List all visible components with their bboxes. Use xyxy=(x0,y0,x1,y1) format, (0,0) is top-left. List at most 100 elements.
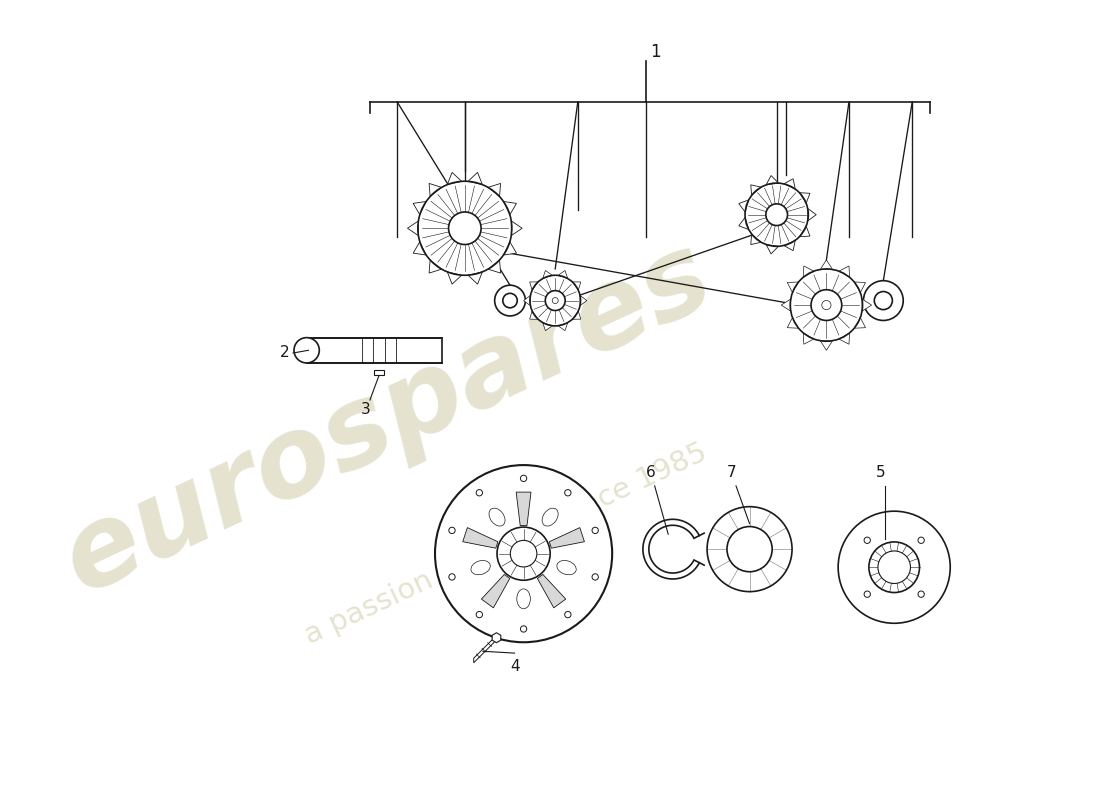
Polygon shape xyxy=(374,370,384,375)
Circle shape xyxy=(874,291,892,310)
Polygon shape xyxy=(800,226,810,237)
Ellipse shape xyxy=(471,561,491,574)
Circle shape xyxy=(449,212,481,245)
Polygon shape xyxy=(788,282,799,293)
Circle shape xyxy=(864,281,903,321)
Text: 1: 1 xyxy=(650,42,661,61)
Polygon shape xyxy=(448,272,462,284)
Circle shape xyxy=(564,611,571,618)
Circle shape xyxy=(838,511,950,623)
Polygon shape xyxy=(463,527,498,548)
Circle shape xyxy=(811,290,842,321)
Ellipse shape xyxy=(490,508,505,526)
Polygon shape xyxy=(504,242,517,255)
Polygon shape xyxy=(751,234,761,245)
Polygon shape xyxy=(781,299,791,311)
Circle shape xyxy=(869,542,920,593)
Polygon shape xyxy=(414,202,426,214)
Circle shape xyxy=(564,490,571,496)
Text: 4: 4 xyxy=(510,659,519,674)
Text: 5: 5 xyxy=(876,465,886,480)
Circle shape xyxy=(294,338,319,363)
Polygon shape xyxy=(482,574,509,608)
Circle shape xyxy=(434,465,613,642)
Text: 6: 6 xyxy=(646,465,656,480)
Circle shape xyxy=(790,269,862,342)
Polygon shape xyxy=(803,333,814,344)
Polygon shape xyxy=(542,322,552,330)
Polygon shape xyxy=(784,240,795,250)
Polygon shape xyxy=(492,633,500,642)
Polygon shape xyxy=(448,172,462,185)
Polygon shape xyxy=(524,295,530,306)
Circle shape xyxy=(530,275,581,326)
Circle shape xyxy=(745,183,808,246)
Circle shape xyxy=(707,506,792,592)
Circle shape xyxy=(520,626,527,632)
Circle shape xyxy=(865,591,870,598)
Ellipse shape xyxy=(557,561,576,574)
Polygon shape xyxy=(766,245,779,254)
Polygon shape xyxy=(549,527,584,548)
Circle shape xyxy=(495,286,526,316)
Circle shape xyxy=(546,290,565,310)
Polygon shape xyxy=(839,266,849,278)
Polygon shape xyxy=(572,311,581,319)
Polygon shape xyxy=(821,260,833,270)
Polygon shape xyxy=(488,183,501,197)
Polygon shape xyxy=(307,338,442,363)
Circle shape xyxy=(497,527,550,580)
Polygon shape xyxy=(807,209,816,221)
Polygon shape xyxy=(512,221,522,236)
Circle shape xyxy=(476,490,483,496)
Polygon shape xyxy=(839,333,849,344)
Polygon shape xyxy=(407,221,418,236)
Polygon shape xyxy=(855,282,866,293)
Polygon shape xyxy=(516,492,531,526)
Polygon shape xyxy=(855,318,866,328)
Circle shape xyxy=(918,537,924,543)
Circle shape xyxy=(592,527,598,534)
Circle shape xyxy=(918,591,924,598)
Polygon shape xyxy=(751,185,761,195)
Text: 2: 2 xyxy=(279,346,289,361)
Circle shape xyxy=(476,611,483,618)
Polygon shape xyxy=(800,193,810,203)
Circle shape xyxy=(865,537,870,543)
Polygon shape xyxy=(862,299,871,311)
Polygon shape xyxy=(739,200,749,212)
Polygon shape xyxy=(474,635,496,662)
Circle shape xyxy=(418,182,512,275)
Polygon shape xyxy=(784,178,795,189)
Circle shape xyxy=(592,574,598,580)
Polygon shape xyxy=(529,282,538,290)
Polygon shape xyxy=(429,260,441,273)
Polygon shape xyxy=(468,172,482,185)
Polygon shape xyxy=(414,242,426,255)
Polygon shape xyxy=(558,322,568,330)
Circle shape xyxy=(449,574,455,580)
Polygon shape xyxy=(488,260,501,273)
Polygon shape xyxy=(468,272,482,284)
Polygon shape xyxy=(788,318,799,328)
Circle shape xyxy=(520,475,527,482)
Polygon shape xyxy=(538,574,565,608)
Circle shape xyxy=(727,526,772,572)
Ellipse shape xyxy=(542,508,558,526)
Circle shape xyxy=(449,527,455,534)
Text: a passion for parts since 1985: a passion for parts since 1985 xyxy=(300,439,712,650)
Polygon shape xyxy=(504,202,517,214)
Polygon shape xyxy=(766,175,779,185)
Text: 7: 7 xyxy=(727,465,737,480)
Circle shape xyxy=(878,551,911,583)
Polygon shape xyxy=(821,341,833,350)
Ellipse shape xyxy=(517,589,530,609)
Polygon shape xyxy=(542,270,552,278)
Polygon shape xyxy=(580,295,587,306)
Circle shape xyxy=(503,294,517,308)
Polygon shape xyxy=(572,282,581,290)
Polygon shape xyxy=(642,519,700,579)
Circle shape xyxy=(510,540,537,567)
Text: 3: 3 xyxy=(361,402,371,417)
Polygon shape xyxy=(558,270,568,278)
